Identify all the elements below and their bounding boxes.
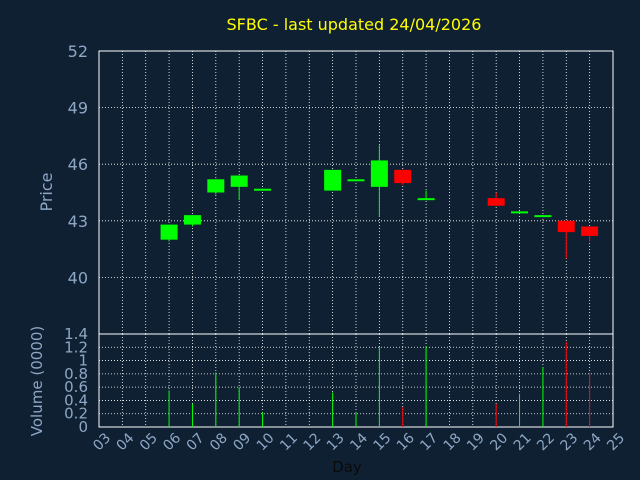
day-tick-label: 11 [277, 430, 301, 454]
x-axis: 03 04 05 06 07 08 09 10 11 12 13 14 15 16 17 18 19 20 21 22… [90, 430, 628, 454]
chart-title: SFBC - last updated 24/04/2026 [227, 15, 482, 34]
price-axis-label: Price [37, 172, 56, 211]
price-tick-label: 43 [68, 212, 88, 231]
candle-body [254, 188, 272, 191]
volume-tick-label: 1.4 [64, 325, 88, 343]
candle-body [534, 215, 552, 218]
day-tick-label: 20 [487, 430, 511, 454]
day-axis-label: Day [332, 458, 362, 476]
day-tick-label: 18 [441, 430, 465, 454]
price-tick-label: 52 [68, 42, 88, 61]
day-tick-label: 24 [581, 430, 605, 454]
volume-tick-label: 0.4 [64, 391, 88, 409]
day-tick-label: 23 [557, 430, 581, 454]
candle-body [487, 198, 505, 206]
day-tick-label: 21 [511, 430, 535, 454]
day-tick-label: 14 [347, 430, 371, 454]
volume-tick-label: 0.2 [64, 405, 88, 423]
candle-body [324, 169, 342, 191]
candle-body [417, 198, 435, 201]
day-tick-label: 10 [254, 430, 278, 454]
day-tick-label: 25 [604, 430, 628, 454]
price-panel: 40 43 46 49 52 [68, 42, 614, 335]
day-tick-label: 07 [184, 430, 208, 454]
volume-tick-label: 0 [78, 418, 88, 436]
day-tick-label: 09 [230, 430, 254, 454]
candle-body [581, 226, 599, 236]
volume-tick-label: 0.6 [64, 378, 88, 396]
candle-body [183, 215, 201, 225]
price-tick-label: 46 [68, 155, 88, 174]
day-tick-label: 03 [90, 430, 114, 454]
day-tick-label: 15 [371, 430, 395, 454]
day-tick-label: 17 [417, 430, 441, 454]
candle-body [511, 211, 529, 214]
candle-body [230, 175, 248, 187]
day-tick-label: 22 [534, 430, 558, 454]
day-tick-label: 08 [207, 430, 231, 454]
day-tick-label: 05 [137, 430, 161, 454]
candle-body [160, 224, 178, 240]
price-tick-label: 49 [68, 99, 88, 118]
candle-body [370, 160, 388, 187]
volume-panel: 00.20.40.60.811.21.4 [64, 325, 614, 436]
volume-tick-label: 0.8 [64, 365, 88, 383]
day-tick-label: 13 [324, 430, 348, 454]
candle-body [207, 179, 225, 193]
day-tick-label: 06 [160, 430, 184, 454]
candle-body [557, 220, 575, 233]
candle-body [394, 169, 412, 184]
day-tick-label: 19 [464, 430, 488, 454]
day-tick-label: 12 [300, 430, 324, 454]
day-tick-label: 16 [394, 430, 418, 454]
price-tick-label: 40 [68, 268, 88, 287]
day-tick-label: 04 [114, 430, 138, 454]
volume-axis-label: Volume (0000) [28, 326, 46, 436]
candle-body [347, 179, 365, 182]
volume-tick-label: 1.2 [64, 338, 88, 356]
volume-tick-label: 1 [78, 352, 88, 370]
